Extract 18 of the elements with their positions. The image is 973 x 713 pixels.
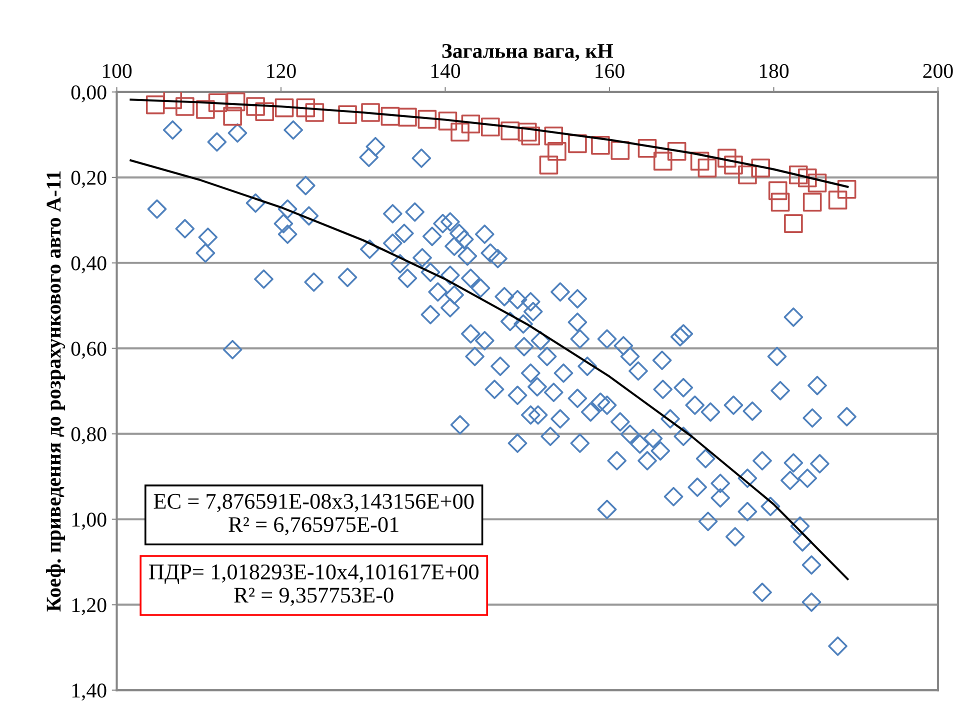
y-tick-label: 0,20 bbox=[71, 170, 106, 188]
x-tick-label: 180 bbox=[760, 64, 789, 78]
y-axis-title: Коеф. приведення до розрахункового авто А-11 bbox=[46, 171, 66, 612]
y-tick-label: 0,60 bbox=[71, 342, 106, 359]
y-tick-label: 0,40 bbox=[71, 256, 106, 274]
x-tick-label: 120 bbox=[267, 64, 296, 78]
x-tick-label: 140 bbox=[431, 64, 460, 78]
annotation: ПДР= 1,018293E-10x4,101617E+00 R² = 9,357753E-0 bbox=[149, 564, 478, 606]
x-tick-label: 100 bbox=[102, 64, 132, 78]
x-axis-title: Загальна вага, кН bbox=[442, 44, 614, 62]
y-tick-label: 1,00 bbox=[72, 512, 106, 530]
x-tick-label: 200 bbox=[923, 64, 953, 78]
y-tick-label: 1,40 bbox=[72, 684, 106, 701]
y-tick-label: 1,20 bbox=[72, 598, 106, 616]
x-tick-label: 160 bbox=[596, 64, 624, 78]
y-tick-label: 0,00 bbox=[71, 85, 106, 102]
annotation: ЕС = 7,876591E-08x3,143156E+00 R² = 6,765975E-01 bbox=[154, 494, 474, 536]
y-tick-label: 0,80 bbox=[71, 427, 106, 444]
